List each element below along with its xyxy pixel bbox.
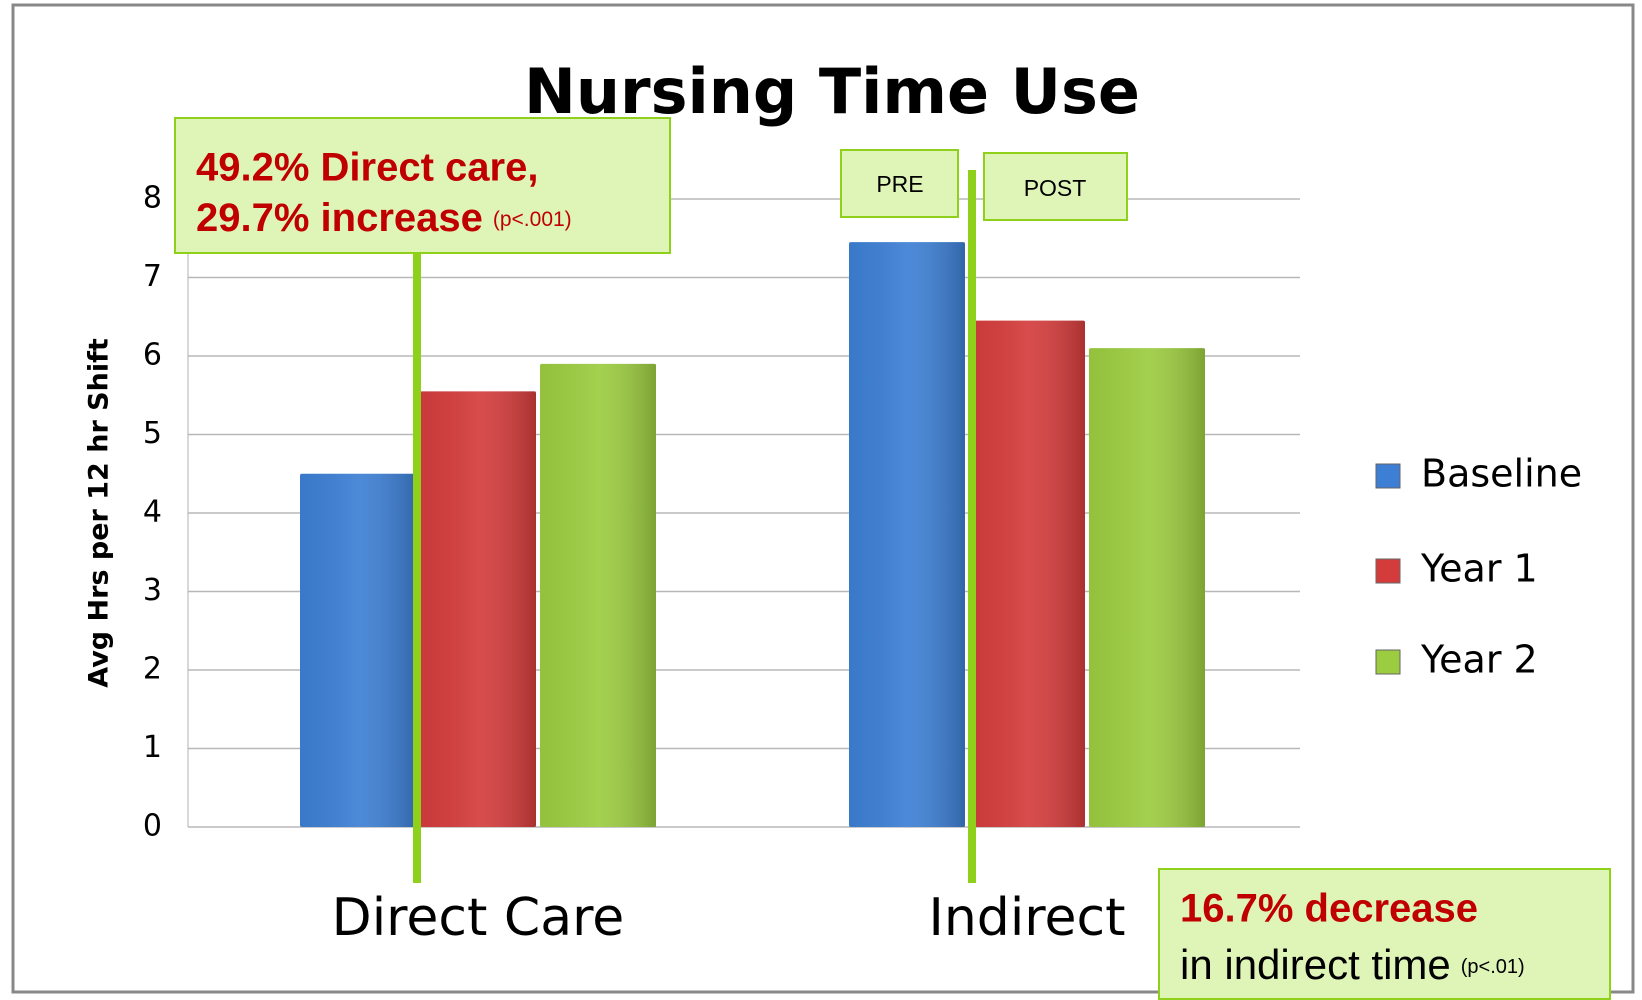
plot: 0 1 2 3 4 5 6 7 8 Direct Care Indirect Baseline Year… (143, 181, 1582, 949)
bar-shade (300, 473, 416, 827)
chart-title: Nursing Time Use (524, 55, 1140, 128)
bar-shade (969, 320, 1085, 827)
legend-label: Year 1 (1420, 547, 1538, 591)
y-tick-label: 7 (143, 259, 162, 294)
annotation-text: in indirect time (p<.01) (1180, 941, 1525, 988)
bar-shade (540, 363, 656, 827)
annotation-text: 29.7% increase (p<.001) (196, 196, 572, 240)
annotations: 49.2% Direct care, 29.7% increase (p<.001… (174, 117, 1611, 1000)
annotation-text: in indirect time (1180, 941, 1451, 988)
y-tick-label: 3 (143, 573, 162, 608)
annotation-box (174, 117, 671, 254)
legend-swatch (1375, 558, 1401, 584)
annotation-note: (p<.01) (1461, 956, 1525, 978)
y-tick-label: 2 (143, 652, 162, 687)
annotation-text: 49.2% Direct care, (196, 146, 538, 190)
legend-label: Baseline (1421, 452, 1582, 496)
y-axis-label: Avg Hrs per 12 hr Shift (84, 338, 115, 688)
x-tick-label: Indirect (929, 888, 1126, 948)
legend-label: Year 2 (1420, 638, 1538, 682)
annotation-box (840, 149, 959, 218)
legend-swatch (1375, 463, 1401, 489)
bar-shade (1089, 348, 1205, 827)
annotation-text: 29.7% increase (196, 196, 483, 240)
annotation-box (1158, 868, 1611, 1000)
annotation-text: PRE (876, 171, 923, 197)
y-tick-label: 1 (143, 730, 162, 765)
y-tick-label: 4 (143, 495, 162, 530)
annotation-box (983, 152, 1128, 221)
annotation-note: (p<.001) (493, 208, 572, 231)
y-tick-label: 6 (143, 338, 162, 373)
y-tick-label: 8 (143, 181, 162, 216)
y-tick-label: 0 (143, 809, 162, 844)
legend-swatch (1375, 649, 1401, 675)
x-tick-label: Direct Care (332, 888, 625, 948)
y-tick-label: 5 (143, 416, 162, 451)
bar-shade (849, 242, 965, 828)
annotation-text: POST (1024, 175, 1087, 201)
bar-shade (420, 391, 536, 827)
annotation-text: 16.7% decrease (1180, 887, 1478, 931)
